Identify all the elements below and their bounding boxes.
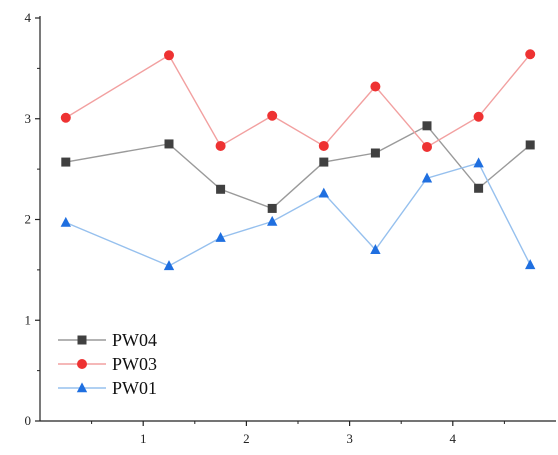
legend-entry-pw04: PW04 [58, 330, 157, 350]
legend: PW04 PW03 PW01 [58, 330, 157, 398]
y-tick-label: 3 [25, 111, 32, 126]
series-pw03 [60, 49, 536, 152]
data-point [318, 140, 329, 151]
data-point [164, 139, 174, 149]
x-tick-label: 2 [243, 431, 250, 446]
y-tick-label: 4 [25, 10, 32, 25]
series-line [65, 53, 531, 148]
legend-entry-pw03: PW03 [58, 354, 157, 374]
series-line [65, 124, 531, 210]
x-tick-label: 4 [450, 431, 457, 446]
data-point [370, 81, 381, 92]
data-point [473, 111, 484, 122]
series-pw01 [60, 157, 536, 271]
data-point [370, 148, 380, 158]
series-layer [60, 49, 536, 271]
ticks: 0 1 2 3 4 1 2 3 4 [25, 10, 505, 446]
legend-label: PW03 [112, 354, 157, 374]
data-point [319, 157, 329, 167]
data-point [61, 157, 71, 167]
legend-label: PW04 [112, 330, 157, 350]
data-point [525, 259, 536, 270]
data-point [215, 231, 226, 242]
data-point [422, 121, 432, 131]
y-tick-label: 1 [25, 312, 32, 327]
x-tick-label: 1 [140, 431, 147, 446]
y-tick-label: 0 [25, 413, 32, 428]
data-point [216, 184, 226, 194]
data-point [474, 183, 484, 193]
data-point [267, 215, 278, 226]
legend-label: PW01 [112, 378, 157, 398]
data-point [267, 203, 277, 213]
data-point [473, 157, 484, 168]
data-point [422, 141, 432, 152]
legend-entry-pw01: PW01 [58, 378, 157, 398]
data-point [525, 140, 535, 150]
series-line [65, 162, 531, 267]
y-tick-label: 2 [25, 212, 32, 227]
data-point [60, 112, 71, 123]
data-point [215, 140, 226, 151]
x-tick-label: 3 [346, 431, 353, 446]
data-point [421, 172, 433, 183]
data-point [60, 216, 71, 227]
data-point [164, 50, 174, 61]
data-point [525, 49, 536, 60]
data-point [163, 260, 175, 271]
legend-marker [77, 359, 87, 369]
legend-marker [77, 335, 87, 345]
data-point [370, 244, 381, 254]
data-point [267, 110, 278, 121]
data-point [318, 187, 329, 198]
legend-marker [76, 382, 88, 393]
